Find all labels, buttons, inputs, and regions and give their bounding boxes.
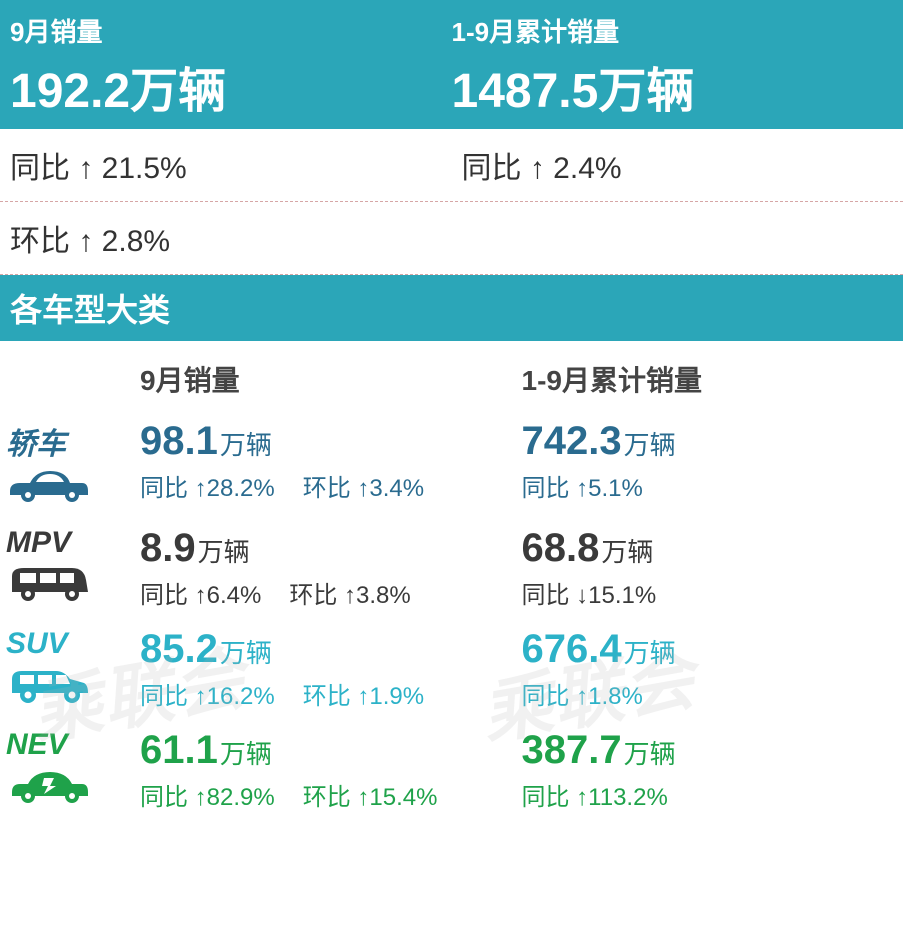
cum-value: 387.7 xyxy=(522,728,622,772)
sedan-car-icon xyxy=(6,463,92,510)
mom-row: 环比 ↑ 2.8% xyxy=(0,202,903,275)
month-value: 61.1 xyxy=(140,728,218,772)
category-month-col: 85.2万辆 同比 ↑16.2% 环比 ↑1.9% xyxy=(140,627,522,711)
mpv-car-icon xyxy=(6,560,92,611)
cumulative-sales-label: 1-9月累计销量 xyxy=(452,12,894,49)
cum-yoy: 同比 ↑5.1% xyxy=(522,475,643,502)
cum-yoy: 同比 ↑113.2% xyxy=(522,784,668,811)
subheader-spacer xyxy=(0,359,140,399)
category-icon-col: NEV xyxy=(0,728,140,811)
month-mom: 环比 ↑3.4% xyxy=(303,475,424,502)
category-row-sedan: 轿车 98.1万辆 同比 ↑28.2%环比 ↑3.4% 742.3万辆 同比 ↑… xyxy=(0,413,903,520)
suv-car-icon xyxy=(6,661,92,712)
category-month-col: 98.1万辆 同比 ↑28.2% 环比 ↑3.4% xyxy=(140,419,522,503)
cum-unit: 万辆 xyxy=(624,638,676,668)
category-row-suv: SUV 85.2万辆 同比 ↑16.2%环比 ↑1.9% 676.4万辆 同比 … xyxy=(0,621,903,722)
category-row-nev: NEV 61.1万辆 同比 ↑82.9%环比 ↑15.4% 387.7万辆 同比… xyxy=(0,722,903,822)
subheader-cumulative: 1-9月累计销量 xyxy=(522,359,903,399)
category-month-col: 61.1万辆 同比 ↑82.9% 环比 ↑15.4% xyxy=(140,728,522,812)
month-mom: 环比 ↑1.9% xyxy=(303,683,424,710)
category-label: SUV xyxy=(6,627,68,661)
category-label: MPV xyxy=(6,526,71,560)
category-cum-col: 676.4万辆 同比 ↑1.8% xyxy=(522,627,903,711)
cum-subline: 同比 ↑1.8% xyxy=(522,676,903,711)
month-unit: 万辆 xyxy=(198,537,250,567)
cumulative-yoy: 同比 ↑ 2.4% xyxy=(452,129,903,201)
cum-subline: 同比 ↓15.1% xyxy=(522,575,903,610)
category-cum-col: 387.7万辆 同比 ↑113.2% xyxy=(522,728,903,812)
month-value: 98.1 xyxy=(140,419,218,463)
category-subheader: 9月销量 1-9月累计销量 xyxy=(0,341,903,413)
category-label: NEV xyxy=(6,728,68,762)
category-icon-col: 轿车 xyxy=(0,419,140,510)
month-value: 85.2 xyxy=(140,627,218,671)
cum-unit: 万辆 xyxy=(624,739,676,769)
month-yoy: 同比 ↑16.2% xyxy=(140,683,275,710)
cum-unit: 万辆 xyxy=(624,430,676,460)
cum-subline: 同比 ↑113.2% xyxy=(522,777,903,812)
month-yoy: 同比 ↑ 21.5% xyxy=(0,129,452,201)
month-subline: 同比 ↑6.4% 环比 ↑3.8% xyxy=(140,575,522,610)
cum-unit: 万辆 xyxy=(601,537,653,567)
month-yoy: 同比 ↑28.2% xyxy=(140,475,275,502)
month-yoy: 同比 ↑6.4% xyxy=(140,582,261,609)
month-sales-value: 192.2万辆 xyxy=(10,51,452,121)
month-mom: 环比 ↑15.4% xyxy=(303,784,438,811)
empty-cell xyxy=(452,202,903,274)
category-cum-col: 742.3万辆 同比 ↑5.1% xyxy=(522,419,903,503)
month-sales-label: 9月销量 xyxy=(10,12,452,49)
category-icon-col: MPV xyxy=(0,526,140,611)
category-row-mpv: MPV 8.9万辆 同比 ↑6.4%环比 ↑3.8% 68.8万辆 同比 ↓15… xyxy=(0,520,903,621)
category-table: 轿车 98.1万辆 同比 ↑28.2%环比 ↑3.4% 742.3万辆 同比 ↑… xyxy=(0,413,903,822)
month-yoy: 同比 ↑82.9% xyxy=(140,784,275,811)
subheader-month: 9月销量 xyxy=(140,359,522,399)
yoy-row: 同比 ↑ 21.5% 同比 ↑ 2.4% xyxy=(0,129,903,202)
month-mom: 环比 ↑ 2.8% xyxy=(0,202,452,274)
cum-value: 68.8 xyxy=(522,526,600,570)
section-title: 各车型大类 xyxy=(0,275,903,341)
cum-yoy: 同比 ↓15.1% xyxy=(522,582,657,609)
cum-value: 742.3 xyxy=(522,419,622,463)
month-subline: 同比 ↑82.9% 环比 ↑15.4% xyxy=(140,777,522,812)
category-icon-col: SUV xyxy=(0,627,140,712)
month-subline: 同比 ↑16.2% 环比 ↑1.9% xyxy=(140,676,522,711)
cum-value: 676.4 xyxy=(522,627,622,671)
header-right-col: 1-9月累计销量 1487.5万辆 xyxy=(452,12,894,121)
header-left-col: 9月销量 192.2万辆 xyxy=(10,12,452,121)
month-unit: 万辆 xyxy=(220,638,272,668)
summary-header: 9月销量 192.2万辆 1-9月累计销量 1487.5万辆 xyxy=(0,0,903,129)
category-month-col: 8.9万辆 同比 ↑6.4% 环比 ↑3.8% xyxy=(140,526,522,610)
cum-yoy: 同比 ↑1.8% xyxy=(522,683,643,710)
category-cum-col: 68.8万辆 同比 ↓15.1% xyxy=(522,526,903,610)
nev-car-icon xyxy=(6,762,92,811)
month-mom: 环比 ↑3.8% xyxy=(289,582,410,609)
month-unit: 万辆 xyxy=(220,430,272,460)
cumulative-sales-value: 1487.5万辆 xyxy=(452,51,894,121)
category-label: 轿车 xyxy=(6,419,66,463)
month-subline: 同比 ↑28.2% 环比 ↑3.4% xyxy=(140,468,522,503)
cum-subline: 同比 ↑5.1% xyxy=(522,468,903,503)
month-unit: 万辆 xyxy=(220,739,272,769)
month-value: 8.9 xyxy=(140,526,196,570)
